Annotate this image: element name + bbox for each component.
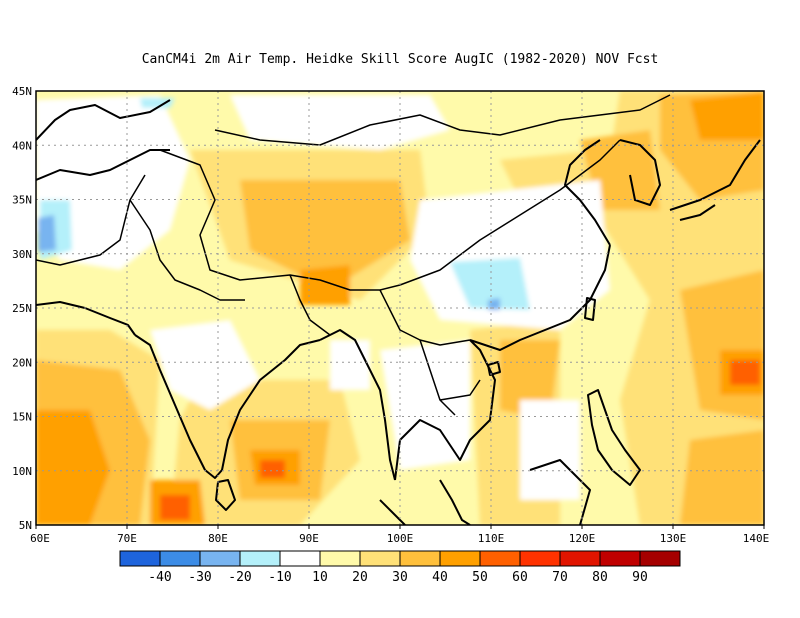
lat-tick-label: 5N — [19, 519, 32, 532]
colorbar-label: 40 — [432, 570, 448, 585]
lon-tick-label: 110E — [478, 532, 505, 545]
colorbar-swatch — [319, 550, 361, 567]
colorbar-swatch — [279, 550, 321, 567]
colorbar-label: -40 — [148, 570, 171, 585]
colorbar-label: -20 — [228, 570, 251, 585]
lon-tick-label: 80E — [208, 532, 228, 545]
colorbar-swatch — [159, 550, 201, 567]
lon-tick-label: 140E — [743, 532, 770, 545]
colorbar-label: 60 — [512, 570, 528, 585]
colorbar-swatch — [439, 550, 481, 567]
colorbar-label: 50 — [472, 570, 488, 585]
lon-tick-label: 70E — [117, 532, 137, 545]
colorbar-label: -10 — [268, 570, 291, 585]
lat-tick-label: 20N — [12, 356, 32, 369]
lat-tick-label: 45N — [12, 85, 32, 98]
lon-tick-label: 90E — [299, 532, 319, 545]
colorbar-swatch — [359, 550, 401, 567]
colorbar-label: 20 — [352, 570, 368, 585]
graticule — [36, 91, 764, 525]
colorbar-swatch — [399, 550, 441, 567]
colorbar-swatch — [119, 550, 161, 567]
lon-tick-label: 100E — [387, 532, 414, 545]
lat-tick-label: 15N — [12, 411, 32, 424]
colorbar-swatch — [559, 550, 601, 567]
longitude-labels: 60E 70E 80E 90E 100E 110E 120E 130E 140E — [30, 525, 769, 545]
coastlines-borders — [36, 99, 761, 525]
lon-tick-label: 120E — [569, 532, 596, 545]
colorbar-label: 10 — [312, 570, 328, 585]
lat-tick-label: 25N — [12, 302, 32, 315]
colorbar-swatch — [519, 550, 561, 567]
lat-tick-label: 35N — [12, 194, 32, 207]
colorbar-label: 30 — [392, 570, 408, 585]
colorbar-swatch — [199, 550, 241, 567]
lat-tick-label: 30N — [12, 248, 32, 261]
colorbar-label: 80 — [592, 570, 608, 585]
colorbar-label: -30 — [188, 570, 211, 585]
lat-tick-label: 40N — [12, 139, 32, 152]
colorbar-swatch — [239, 550, 281, 567]
political-borders — [36, 94, 671, 416]
map-title: CanCM4i 2m Air Temp. Heidke Skill Score … — [142, 52, 659, 67]
colorbar-label: 70 — [552, 570, 568, 585]
colorbar-swatch — [479, 550, 521, 567]
lon-tick-label: 130E — [660, 532, 687, 545]
latitude-labels: 5N 10N 15N 20N 25N 30N 35N 40N 45N — [12, 85, 32, 532]
lon-tick-label: 60E — [30, 532, 50, 545]
colorbar-swatch — [599, 550, 641, 567]
colorbar-label: 90 — [632, 570, 648, 585]
lat-tick-label: 10N — [12, 465, 32, 478]
colorbar: -40 -30 -20 -10 10 20 30 40 50 60 70 80 90 — [119, 550, 681, 585]
colorbar-swatch — [639, 550, 681, 567]
